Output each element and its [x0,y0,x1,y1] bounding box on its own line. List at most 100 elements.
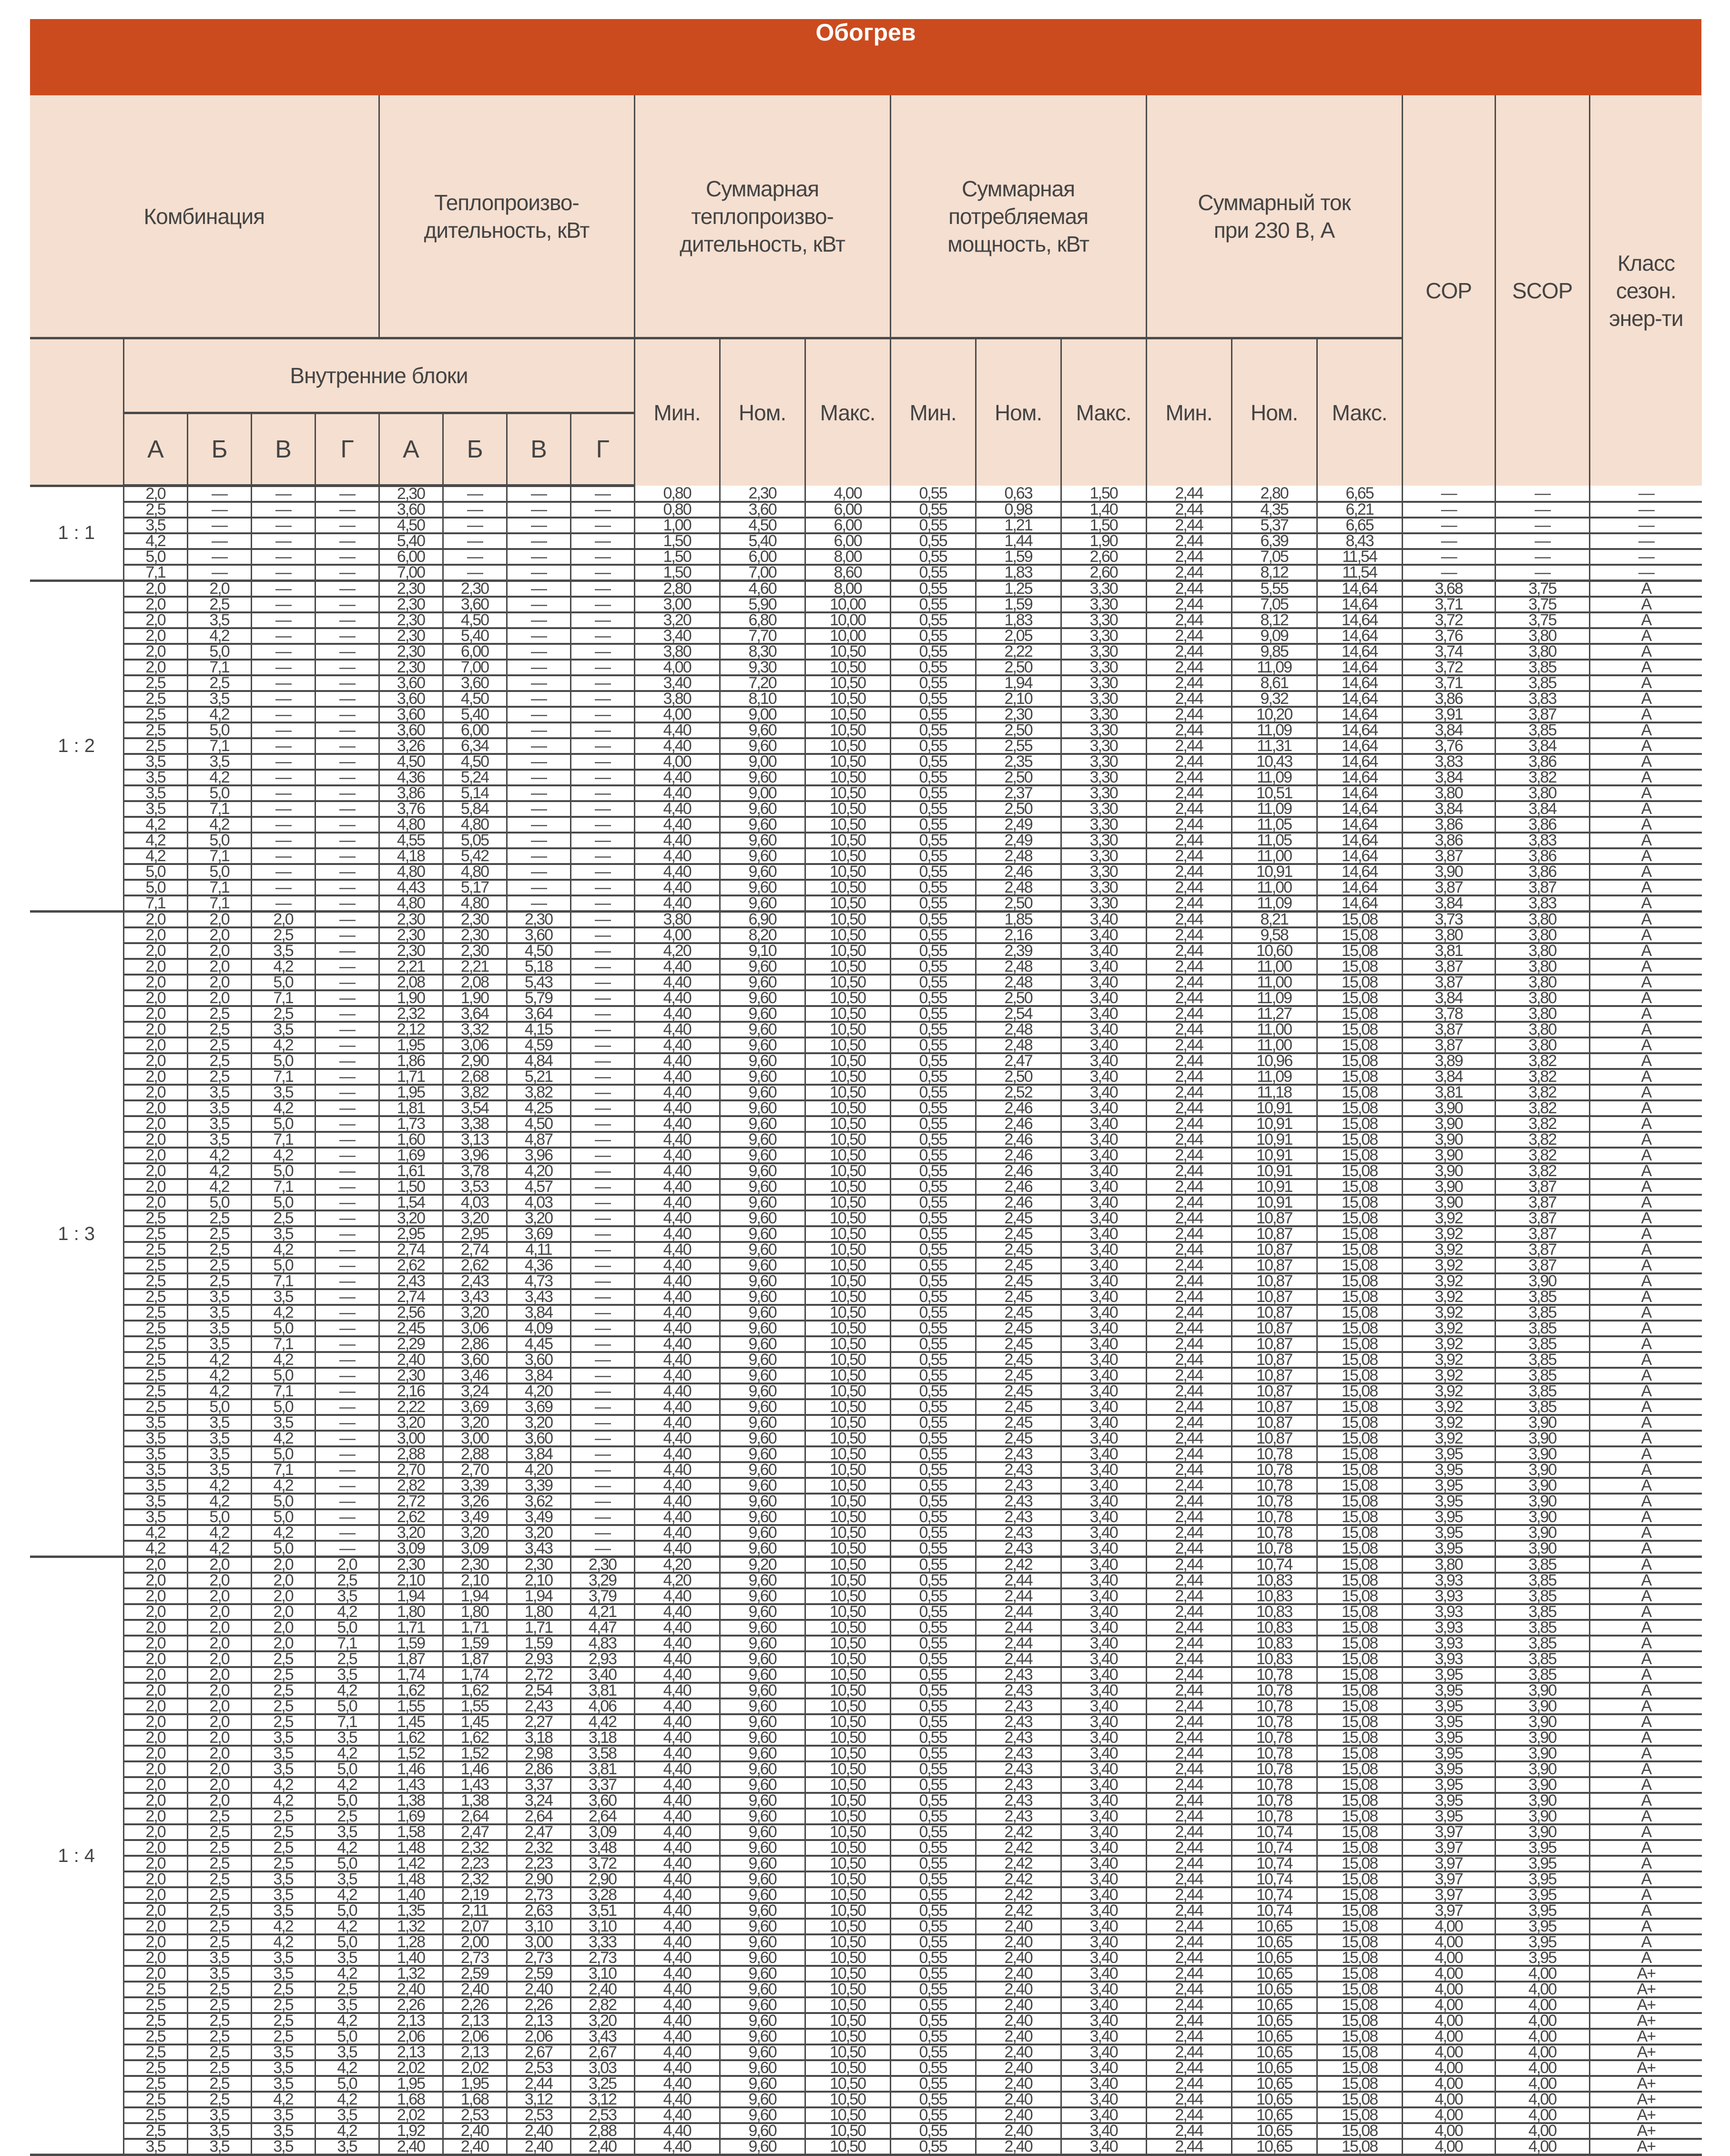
cell-capacity-b: 3,46 [442,1368,508,1384]
cell-current-max: 15,08 [1316,1620,1403,1637]
cell-cop: 3,84 [1401,990,1496,1007]
cell-power-min: 0,55 [889,1399,977,1416]
cell-capacity-a: 2,22 [378,1399,444,1416]
cell-unit-b: 4,2 [186,628,252,645]
cell-energy-class: A [1588,770,1702,786]
cell-unit-g: 4,2 [314,1604,380,1621]
cell-total-capacity-min: 4,40 [633,1950,721,1967]
cell-capacity-a: 4,80 [378,817,444,834]
cell-capacity-g: — [570,691,635,708]
cell-capacity-g: — [570,738,635,755]
cell-unit-v: 2,5 [250,2013,316,2030]
cell-capacity-a: 1,43 [378,1777,444,1794]
cell-power-max: 3,40 [1060,1541,1147,1558]
table-row: 5,0— — —6,00— — —1,50 6,00 8,00 0,55 1,59 2,60 2,4… [30,549,1702,566]
cell-current-nom: 5,55 [1231,580,1318,598]
cell-current-max: 15,08 [1316,1195,1403,1211]
cell-capacity-a: 1,80 [378,1604,444,1621]
cell-current-min: 2,44 [1145,1258,1232,1274]
cell-power-nom: 0,63 [975,486,1062,503]
cell-total-capacity-nom: 9,60 [719,1871,806,1888]
cell-unit-g: — [314,975,380,991]
cell-unit-b: 3,5 [186,1950,252,1967]
cell-capacity-g: — [570,1383,635,1400]
cell-capacity-g: — [570,1399,635,1416]
cell-capacity-b: 4,80 [442,817,508,834]
header-capacity-max: Макс. [804,338,891,486]
cell-total-capacity-max: 10,50 [804,2076,891,2093]
cell-capacity-v: — [506,691,571,708]
cell-unit-b: 4,2 [186,770,252,786]
cell-current-nom: 10,65 [1231,2123,1318,2140]
cell-capacity-a: 2,40 [378,2139,444,2156]
cell-total-capacity-max: 10,50 [804,2029,891,2045]
cell-capacity-g: — [570,1289,635,1306]
cell-unit-a: 2,0 [122,1683,188,1699]
cell-current-nom: 10,65 [1231,1919,1318,1935]
cell-power-nom: 2,40 [975,2013,1062,2030]
cell-total-capacity-min: 4,40 [633,1761,721,1778]
cell-total-capacity-max: 10,50 [804,707,891,723]
cell-total-capacity-nom: 9,60 [719,1022,806,1038]
cell-unit-a: 2,5 [122,2029,188,2045]
cell-unit-v: 3,5 [250,1226,316,1243]
cell-unit-g: — [314,1368,380,1384]
cell-capacity-b: 2,53 [442,2107,508,2124]
cell-capacity-a: 2,26 [378,1997,444,2014]
cell-scop: 3,80 [1494,943,1590,960]
cell-current-min: 2,44 [1145,817,1232,834]
cell-power-max: 3,40 [1060,2060,1147,2077]
cell-current-max: 15,08 [1316,1919,1403,1935]
cell-current-min: 2,44 [1145,1226,1232,1243]
cell-capacity-v: 3,20 [506,1415,571,1432]
table-row: 2,5 2,5 4,2—2,74 2,74 4,11—4,40 9,60 10,50 0,55… [30,1242,1702,1259]
cell-unit-a: 2,0 [122,1903,188,1920]
cell-power-max: 3,40 [1060,1573,1147,1589]
cell-total-capacity-max: 10,50 [804,895,891,913]
cell-unit-g: — [314,1541,380,1558]
cell-power-max: 3,40 [1060,1494,1147,1510]
cell-total-capacity-nom: 9,60 [719,1997,806,2014]
cell-power-max: 2,60 [1060,549,1147,566]
cell-power-min: 0,55 [889,1116,977,1133]
cell-capacity-b: 3,69 [442,1399,508,1416]
cell-power-min: 0,55 [889,1982,977,1998]
cell-capacity-b: 2,02 [442,2060,508,2077]
cell-total-capacity-min: 4,40 [633,1289,721,1306]
cell-power-min: 0,55 [889,1258,977,1274]
cell-current-max: 15,08 [1316,1179,1403,1196]
cell-capacity-a: 2,30 [378,644,444,661]
cell-capacity-b: 3,20 [442,1210,508,1227]
cell-power-nom: 2,42 [975,1556,1062,1574]
cell-unit-g: — [314,1431,380,1447]
cell-total-capacity-min: 4,40 [633,1604,721,1621]
cell-current-nom: 10,78 [1231,1730,1318,1747]
cell-total-capacity-min: 4,40 [633,1210,721,1227]
cell-unit-a: 4,2 [122,817,188,834]
cell-capacity-g: — [570,864,635,881]
cell-capacity-g: — [570,1352,635,1369]
cell-unit-v: 2,5 [250,1997,316,2014]
table-row: 2,0 3,5 4,2—1,81 3,54 4,25—4,40 9,60 10,50 0,55… [30,1100,1702,1117]
cell-current-min: 2,44 [1145,2139,1232,2156]
cell-total-capacity-nom: 9,60 [719,1809,806,1825]
cell-unit-a: 2,0 [122,1934,188,1951]
cell-capacity-g: 2,53 [570,2107,635,2124]
cell-total-capacity-nom: 9,00 [719,785,806,802]
cell-capacity-b: 3,82 [442,1085,508,1101]
cell-energy-class: A [1588,1950,1702,1967]
cell-capacity-b: 1,38 [442,1793,508,1810]
cell-energy-class: A [1588,644,1702,661]
cell-scop: 3,90 [1494,1273,1590,1290]
cell-current-nom: 10,78 [1231,1793,1318,1810]
cell-capacity-v: 2,98 [506,1746,571,1762]
cell-unit-g: — [314,770,380,786]
cell-current-min: 2,44 [1145,1509,1232,1526]
cell-capacity-v: 3,69 [506,1226,571,1243]
cell-total-capacity-nom: 9,60 [719,1195,806,1211]
cell-current-nom: 10,87 [1231,1321,1318,1337]
cell-power-nom: 2,43 [975,1478,1062,1495]
cell-power-nom: 2,44 [975,1651,1062,1668]
cell-power-nom: 2,50 [975,1069,1062,1086]
cell-unit-a: 2,5 [122,1399,188,1416]
